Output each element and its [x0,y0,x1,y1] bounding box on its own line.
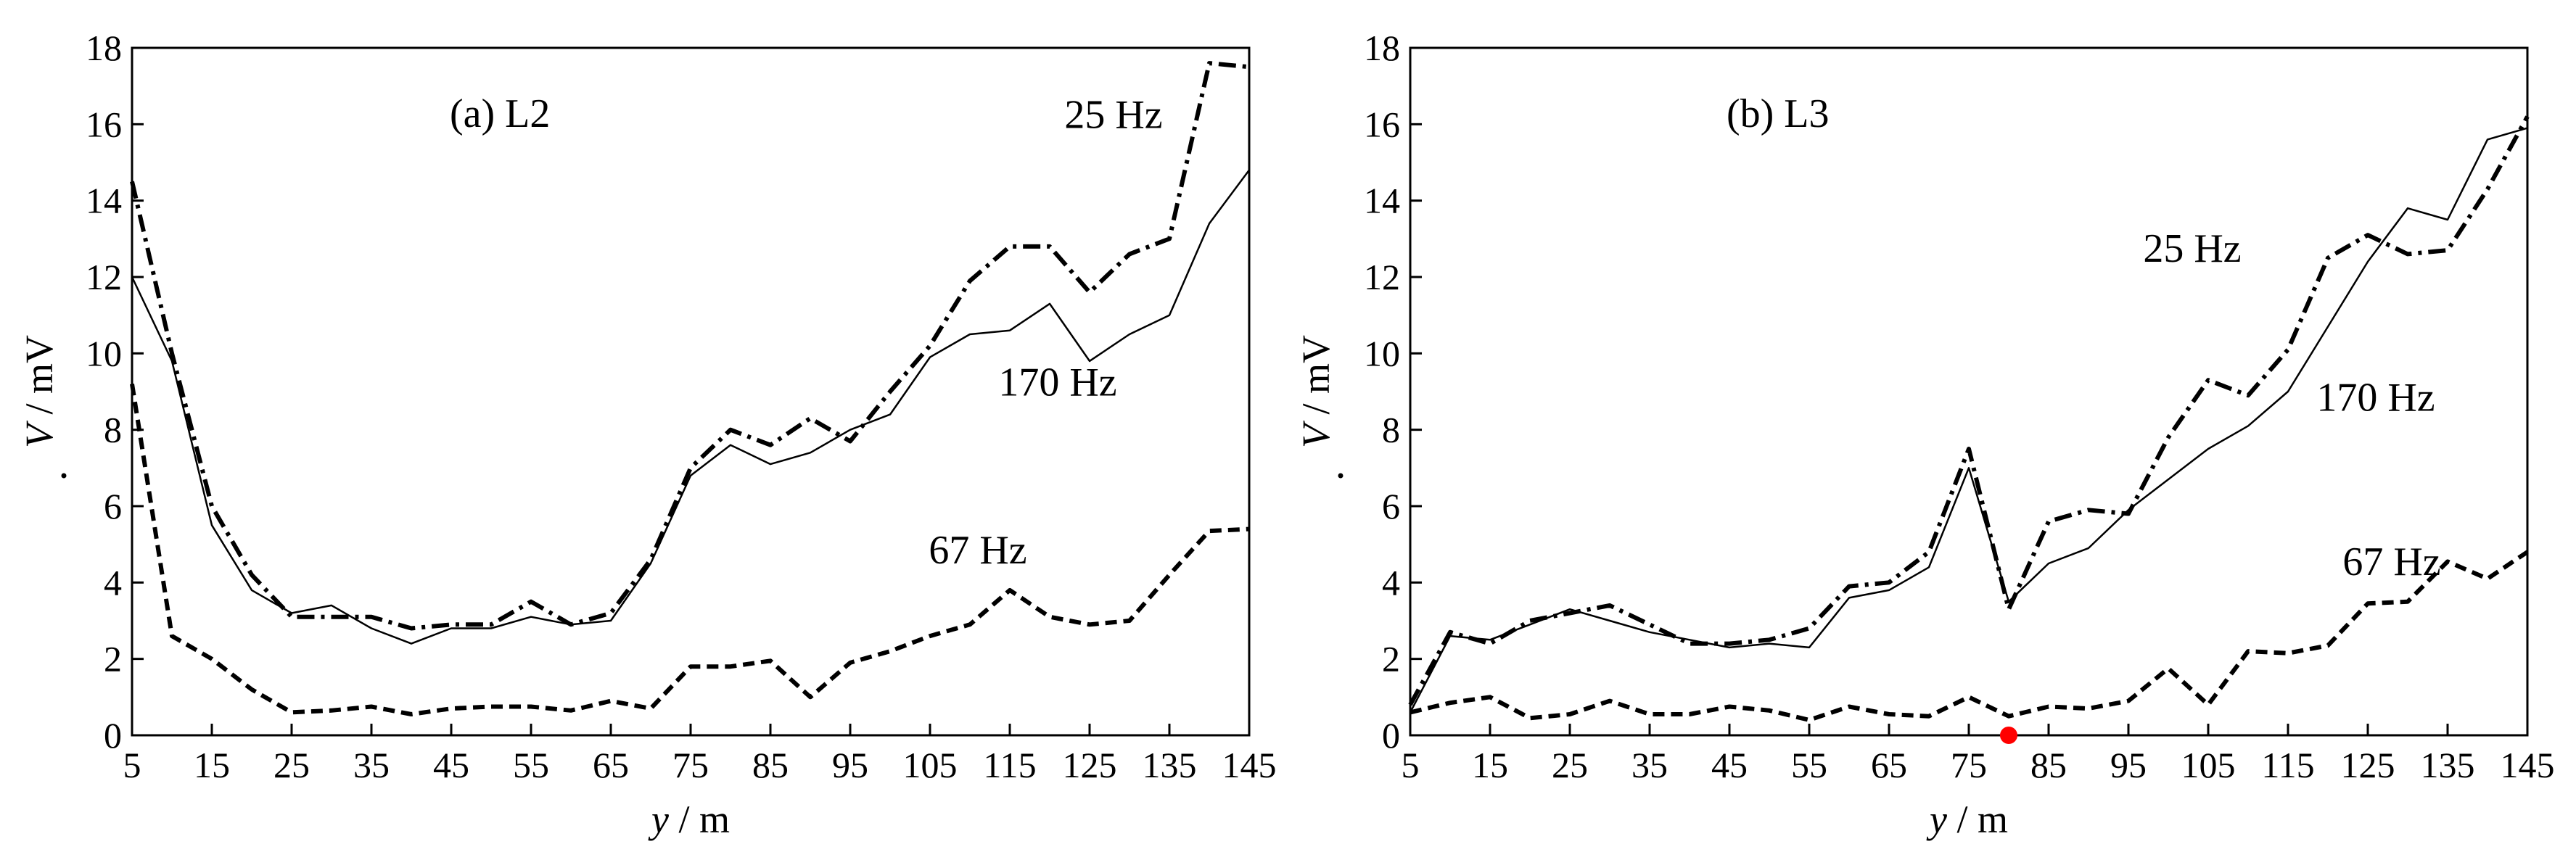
series-label: 67 Hz [2342,539,2440,584]
chart-panel-a: 5 15 25 35 45 55 65 75 85 95 105 115 125 135 145 0 2 4 6 8… [17,28,1277,841]
x-axis-unit: / m [1947,798,2008,841]
x-tick-label: 145 [1222,745,1277,785]
y-axis-label: V / mV [1294,335,1338,448]
x-tick-label: 115 [983,745,1036,785]
y-axis-unit: / mV [17,335,61,424]
y-tick-label: 12 [1364,257,1400,297]
series-lines [130,61,1251,716]
chart-title: (a) L2 [450,91,550,136]
series-labels: 25 Hz 170 Hz 67 Hz [2143,226,2440,584]
red-marker-dot [2000,727,2017,744]
x-tick-label: 45 [433,745,469,785]
x-axis-label: y / m [648,798,730,841]
markers [2000,727,2017,744]
tick-marks [1409,46,2529,737]
y-tick-label: 10 [1364,333,1400,373]
x-axis-unit: / m [669,798,730,841]
x-tick-label: 45 [1711,745,1748,785]
y-tick-label: 14 [86,181,122,221]
series-line-67-hz [1410,550,2529,722]
y-tick-labels: 0 2 4 6 8 10 12 14 16 18 [86,28,122,756]
x-axis-variable: y [648,798,669,841]
y-tick-label: 18 [1364,28,1400,68]
y-tick-label: 4 [1382,562,1400,603]
x-tick-label: 85 [752,745,789,785]
y-tick-label: 6 [104,486,122,526]
x-tick-labels: 5 15 25 35 45 55 65 75 85 95 105 115 125 135 145 [123,745,1277,785]
y-tick-label: 8 [104,410,122,450]
series-line-25-hz [1408,115,2530,706]
y-tick-label: 10 [86,333,122,373]
series-label: 170 Hz [2316,375,2435,420]
y-tick-label: 4 [104,562,122,603]
x-tick-label: 15 [194,745,230,785]
x-tick-label: 125 [2341,745,2395,785]
x-tick-label: 145 [2501,745,2555,785]
x-tick-label: 105 [903,745,958,785]
y-axis-unit: / mV [1294,335,1338,424]
y-tick-label: 18 [86,28,122,68]
x-axis-variable: y [1926,798,1947,841]
chart-panel-b: 5 15 25 35 45 55 65 75 85 95 105 115 125 135 145 0 2 4 6 8… [1294,28,2555,841]
y-tick-label: 16 [86,104,122,144]
x-tick-label: 75 [1951,745,1987,785]
x-tick-label: 25 [273,745,310,785]
series-lines [1408,115,2530,722]
x-tick-label: 95 [832,745,868,785]
series-label: 25 Hz [1064,93,1162,138]
y-axis-variable: V [17,420,61,448]
y-tick-label: 14 [1364,181,1400,221]
series-line-170-hz [131,169,1251,645]
y-tick-labels: 0 2 4 6 8 10 12 14 16 18 [1364,28,1400,756]
x-tick-label: 15 [1472,745,1508,785]
y-tick-label: 8 [1382,410,1400,450]
y-tick-label: 0 [1382,715,1400,756]
y-tick-label: 16 [1364,104,1400,144]
x-tick-label: 85 [2030,745,2067,785]
y-tick-label: 6 [1382,486,1400,526]
y-axis-variable: V [1294,420,1338,448]
x-tick-label: 65 [593,745,629,785]
y-tick-label: 0 [104,715,122,756]
y-axis-label-dot [61,473,67,479]
y-tick-label: 12 [86,257,122,297]
y-tick-label: 2 [104,639,122,679]
series-label: 67 Hz [929,528,1026,573]
y-axis-label-dot [1338,473,1343,479]
y-axis-label: V / mV [17,335,61,448]
x-tick-label: 125 [1063,745,1117,785]
x-tick-label: 5 [1402,745,1420,785]
series-label: 25 Hz [2143,226,2241,271]
x-tick-label: 95 [2110,745,2147,785]
x-tick-label: 65 [1871,745,1907,785]
x-tick-label: 5 [123,745,141,785]
y-tick-label: 2 [1382,639,1400,679]
tick-marks [131,46,1251,737]
x-tick-label: 25 [1552,745,1588,785]
x-tick-label: 135 [1143,745,1197,785]
x-tick-label: 55 [513,745,549,785]
x-tick-label: 75 [672,745,709,785]
x-axis-label: y / m [1926,798,2008,841]
x-tick-label: 35 [353,745,390,785]
series-line-170-hz [1409,127,2528,713]
x-tick-labels: 5 15 25 35 45 55 65 75 85 95 105 115 125 135 145 [1402,745,2555,785]
x-tick-label: 35 [1631,745,1668,785]
x-tick-label: 115 [2261,745,2314,785]
series-label: 170 Hz [998,360,1116,405]
chart-title: (b) L3 [1727,91,1830,136]
series-line-67-hz [130,384,1250,716]
series-labels: 25 Hz 170 Hz 67 Hz [929,93,1162,573]
x-tick-label: 105 [2181,745,2236,785]
x-tick-label: 55 [1791,745,1827,785]
series-line-25-hz [130,61,1250,631]
x-tick-label: 135 [2421,745,2475,785]
